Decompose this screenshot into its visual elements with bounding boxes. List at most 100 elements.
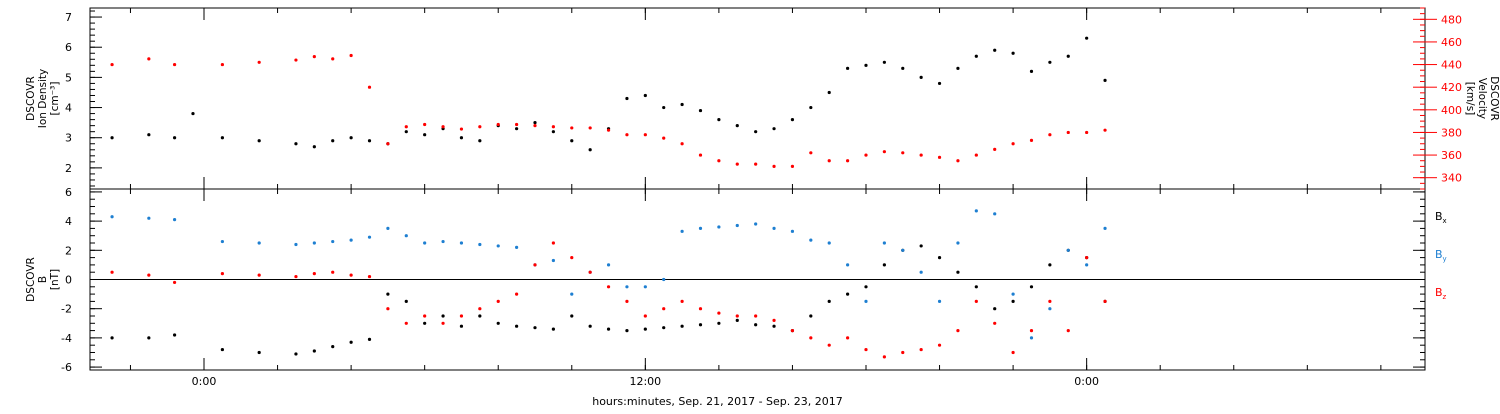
velocity-series-point [349,53,353,58]
top-right-y-tick-label: 400 [1441,104,1462,117]
bz-series-point [1029,328,1034,333]
density-series-point [717,118,721,122]
bx-series-point [625,328,629,333]
bottom-y-tick-label: 6 [65,186,72,199]
bx-series-point [864,285,868,289]
x-tick-label: 0:00 [1074,375,1099,388]
bz-series-point [772,318,776,322]
chart-frames [89,7,1437,371]
bz-series-point [459,314,464,318]
bz-series-point [680,299,684,303]
top-y-tick-label: 3 [65,132,72,145]
bx-series-point [441,314,445,318]
bz-series-point [551,241,555,245]
x-tick-label: 12:00 [629,375,661,388]
top-right-y-tick-label: 440 [1441,59,1462,72]
top-right-y-axis-label-line: DSCOVR [1488,76,1500,121]
bx-series-point [257,350,261,355]
bx-series-point [386,292,390,296]
density-series-point [1048,60,1052,64]
velocity-series-point [404,125,408,129]
bz-series-point [1048,299,1052,303]
bottom-y-tick-label: 4 [65,215,72,228]
velocity-series-point [312,55,316,59]
velocity-series-point [1029,138,1034,142]
bx-series-point [147,336,151,340]
velocity-series-point [864,153,868,157]
velocity-series-point [478,125,482,129]
bz-series-point [349,273,353,277]
density-series-point [901,66,905,70]
density-series-point [423,133,427,137]
bz-series-point [882,355,886,359]
velocity-series-point [1011,142,1015,146]
top-y-axis-label-line: Ion Density [37,69,49,128]
bottom-y-axis-label: DSCOVR B [nT] [25,257,61,302]
by-series-point [809,238,813,242]
bx-series-point [588,324,592,328]
bz-series-point [331,270,335,274]
bottom-y-tick-label: -2 [61,303,72,316]
bz-series-point [570,256,574,260]
by-series-point [919,270,923,274]
bz-series-point [937,343,942,347]
bz-series-point [901,350,905,355]
velocity-series-point [772,164,776,168]
density-series-point [1011,51,1015,55]
bx-series-point [662,326,666,330]
top-y-axis-label: DSCOVR Ion Density [cm⁻³] [25,69,61,128]
density-series-point [937,81,942,86]
velocity-series-point [1048,133,1052,137]
velocity-series-point [294,58,298,62]
velocity-series-point [993,147,997,152]
bz-series-point [1085,256,1089,260]
velocity-series-point [882,150,886,154]
bottom-y-tick-label: -6 [61,361,72,374]
legend-subscript: y [1443,255,1447,263]
by-series-point [1048,307,1052,311]
density-series-point [110,136,114,140]
velocity-series-point [1066,130,1070,135]
by-series-point [956,241,960,245]
by-series-point [864,299,868,303]
density-series-point [404,130,408,134]
by-series-point [882,241,886,245]
density-series-point [809,105,813,110]
by-series-point [735,223,739,228]
velocity-series-point [459,127,464,131]
bz-series-point [588,270,592,274]
by-series-point [680,229,684,233]
bx-series-point [459,324,464,328]
velocity-series-point [698,153,703,157]
bx-series-point [172,333,177,337]
bx-series-point [312,349,316,353]
bx-series-point [974,285,978,289]
top-right-y-tick-label: 340 [1441,172,1462,185]
by-series-point [331,239,335,244]
by-series-point [846,263,850,267]
velocity-series-point [386,142,390,146]
bz-series-point [864,347,868,352]
by-series-point [515,245,519,249]
by-series-point [294,242,298,247]
velocity-series-point [496,122,500,127]
top-right-y-tick-label: 460 [1441,36,1462,49]
by-series-point [551,258,555,263]
bx-series-point [1029,285,1034,289]
density-series-point [349,136,353,140]
by-series-point [459,241,464,245]
bz-series-point [643,314,647,318]
velocity-series-point [680,142,684,146]
bz-series-point [1011,350,1015,355]
velocity-series-point [790,164,795,168]
bz-series [110,241,1107,359]
velocity-series-point [901,151,905,155]
top-right-y-tick-label: 360 [1441,149,1462,162]
bz-series-point [110,270,114,274]
density-series-point [625,96,629,101]
by-series-point [367,235,372,239]
bx-series-point [956,270,960,274]
velocity-series-point [643,133,647,137]
bz-series-point [698,307,703,311]
density-series-point [570,139,574,143]
